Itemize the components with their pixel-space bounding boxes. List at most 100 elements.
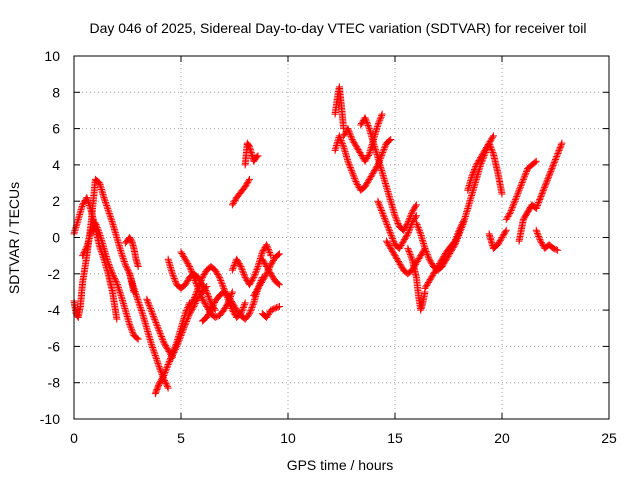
data-point — [133, 294, 141, 302]
data-point — [452, 237, 460, 245]
data-point — [452, 236, 460, 244]
data-point — [199, 272, 207, 280]
data-point — [153, 322, 161, 330]
data-point — [495, 239, 503, 247]
data-point — [552, 155, 559, 163]
data-point — [537, 193, 545, 201]
data-point — [156, 328, 164, 336]
data-point — [148, 340, 156, 348]
data-point — [361, 114, 369, 122]
data-point — [263, 268, 271, 276]
data-point — [415, 255, 423, 263]
data-point — [229, 300, 237, 308]
data-point — [262, 271, 270, 279]
data-point — [376, 116, 384, 124]
data-point — [150, 347, 158, 355]
data-point — [254, 152, 262, 160]
data-point — [370, 168, 378, 176]
data-point — [112, 277, 120, 285]
data-point — [400, 237, 408, 245]
data-point — [376, 115, 384, 123]
data-point — [552, 246, 560, 254]
data-point — [347, 132, 355, 140]
data-point — [473, 159, 481, 167]
data-point — [456, 228, 464, 236]
data-point — [265, 265, 273, 273]
data-point — [212, 268, 220, 276]
data-point — [505, 211, 513, 219]
data-point — [156, 379, 164, 387]
data-point — [237, 263, 245, 271]
data-point — [164, 362, 172, 370]
data-point — [178, 249, 186, 257]
data-point — [186, 263, 194, 271]
data-point — [487, 136, 495, 144]
data-point — [217, 278, 225, 286]
data-point — [428, 273, 436, 281]
data-point — [128, 327, 136, 335]
data-point — [436, 258, 444, 266]
data-point — [546, 170, 554, 178]
data-point — [259, 247, 267, 255]
data-point — [180, 252, 188, 260]
data-point — [253, 264, 261, 272]
y-tick-label: 0 — [52, 230, 60, 246]
data-point — [409, 218, 417, 226]
data-point — [349, 170, 357, 178]
data-point — [183, 258, 191, 266]
data-point — [119, 253, 127, 261]
data-point — [349, 137, 357, 145]
data-point — [374, 119, 382, 127]
data-point — [158, 334, 166, 342]
y-tick-label: -6 — [48, 338, 61, 354]
data-point — [436, 260, 444, 268]
data-point — [338, 140, 346, 148]
data-point — [240, 302, 248, 310]
data-point — [425, 255, 433, 263]
data-point — [132, 291, 140, 299]
data-point — [389, 236, 397, 244]
data-point — [164, 346, 172, 354]
data-point — [435, 261, 443, 269]
x-tick-label: 20 — [494, 430, 510, 446]
series-track-17 — [228, 175, 253, 209]
data-point — [536, 236, 544, 244]
data-point — [198, 275, 206, 283]
data-point — [370, 167, 378, 175]
data-point — [105, 262, 113, 270]
data-point — [164, 361, 172, 369]
data-point — [362, 115, 370, 123]
data-point — [267, 261, 275, 269]
data-point — [263, 312, 271, 320]
data-point — [196, 280, 204, 288]
x-tick-label: 15 — [387, 430, 403, 446]
data-point — [519, 175, 527, 183]
data-point — [245, 175, 253, 183]
data-point — [425, 277, 433, 285]
data-point — [381, 144, 389, 152]
data-point — [197, 277, 205, 285]
data-point — [547, 167, 555, 175]
data-point — [263, 241, 271, 249]
y-tick-label: 8 — [52, 84, 60, 100]
data-point — [498, 234, 506, 241]
data-point — [171, 278, 179, 286]
data-point — [412, 201, 420, 209]
data-point — [187, 300, 195, 308]
data-point — [271, 304, 279, 312]
data-point — [532, 157, 540, 165]
data-point — [367, 173, 375, 181]
y-tick-labels: -10 -8 -6 -4 -2 0 2 4 6 8 10 — [40, 48, 60, 427]
data-point — [258, 255, 266, 263]
data-point — [264, 245, 272, 253]
data-point — [406, 224, 414, 232]
data-point — [387, 135, 395, 143]
data-point — [190, 275, 198, 283]
data-point — [421, 284, 429, 292]
data-point — [377, 205, 385, 213]
data-point — [229, 265, 237, 273]
data-point — [190, 294, 198, 302]
data-point — [388, 233, 396, 241]
data-point — [412, 202, 420, 210]
data-point — [268, 259, 276, 267]
